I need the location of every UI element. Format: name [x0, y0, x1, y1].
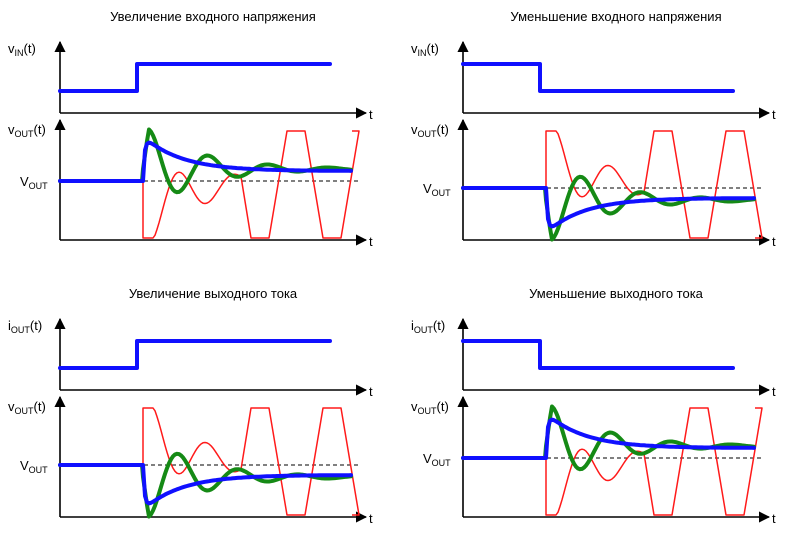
panel-title: Уменьшение выходного тока — [529, 286, 704, 301]
panel-3: Увеличение выходного тока iOUT(t) t vOUT(t)… — [8, 286, 373, 526]
ref-label: VOUT — [423, 451, 451, 468]
panel-title: Увеличение входного напряжения — [110, 9, 316, 24]
top-t-label: t — [369, 384, 373, 399]
top-t-label: t — [369, 107, 373, 122]
panel-title: Увеличение выходного тока — [129, 286, 298, 301]
top-t-label: t — [772, 107, 776, 122]
damped-response — [58, 140, 353, 183]
panel-2: Уменьшение входного напряжения vIN(t) t vOU… — [411, 9, 776, 249]
input-step-waveform — [461, 339, 735, 370]
bottom-label: vOUT(t) — [411, 399, 449, 416]
bottom-t-label: t — [772, 234, 776, 249]
top-label: vIN(t) — [411, 41, 439, 58]
panel-1: Увеличение входного напряжения vIN(t) t vOU… — [8, 9, 373, 249]
damped-response — [461, 417, 756, 460]
bottom-t-label: t — [369, 234, 373, 249]
input-step-waveform — [461, 62, 735, 93]
input-step-waveform — [58, 62, 332, 93]
switching-waveform — [545, 407, 763, 516]
bottom-label: vOUT(t) — [8, 399, 46, 416]
ref-label: VOUT — [20, 458, 48, 475]
panel-title: Уменьшение входного напряжения — [510, 9, 721, 24]
bottom-label: vOUT(t) — [8, 122, 46, 139]
switching-waveform — [545, 130, 763, 239]
ref-label: VOUT — [423, 181, 451, 198]
top-label: iOUT(t) — [8, 318, 42, 335]
damped-response — [461, 186, 756, 229]
switching-waveform — [142, 407, 360, 516]
bottom-t-label: t — [772, 511, 776, 526]
top-label: vIN(t) — [8, 41, 36, 58]
bottom-t-label: t — [369, 511, 373, 526]
input-step-waveform — [58, 339, 332, 370]
damped-response — [58, 463, 353, 506]
ref-label: VOUT — [20, 174, 48, 191]
top-label: iOUT(t) — [411, 318, 445, 335]
switching-waveform — [142, 130, 360, 239]
panel-4: Уменьшение выходного тока iOUT(t) t vOUT(t)… — [411, 286, 776, 526]
bottom-label: vOUT(t) — [411, 122, 449, 139]
top-t-label: t — [772, 384, 776, 399]
